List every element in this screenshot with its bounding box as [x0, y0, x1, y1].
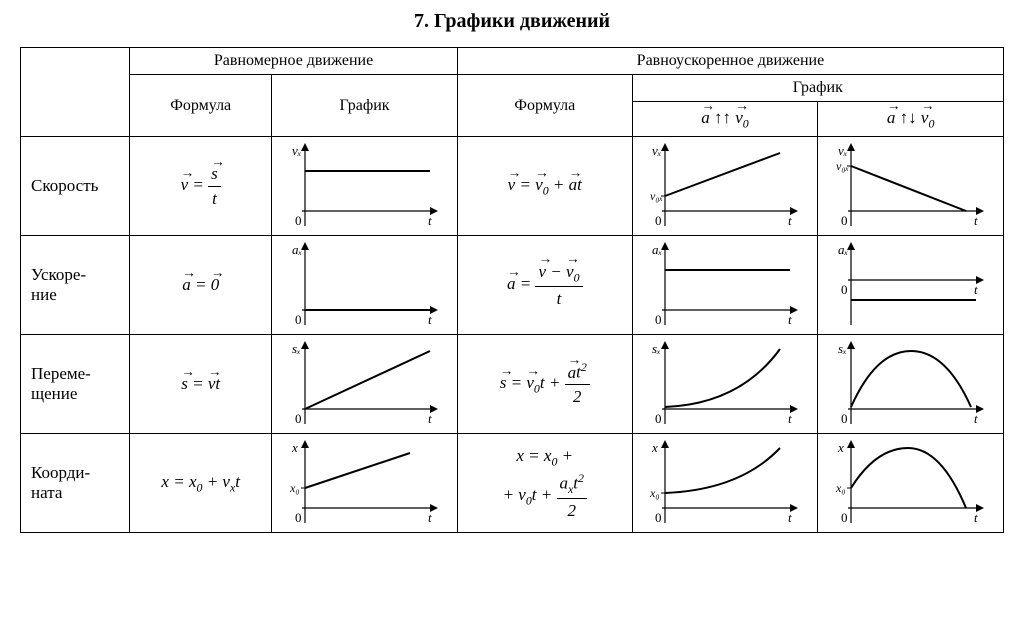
svg-text:0: 0: [655, 510, 662, 525]
row-coord: Коорди-ната: [21, 434, 130, 533]
svg-text:0: 0: [841, 411, 848, 426]
svg-text:t: t: [428, 213, 432, 228]
formula-a-accel: a = v − v0t: [457, 236, 632, 335]
formula-x-uniform: x = x0 + vxt: [130, 434, 272, 533]
header-formula-2: Формула: [457, 75, 632, 137]
svg-text:0: 0: [295, 510, 302, 525]
svg-text:x₀: x₀: [650, 486, 660, 500]
graph-x-anti: x t 0 x₀: [818, 434, 1004, 533]
row-velocity: Скорость: [21, 137, 130, 236]
header-uniform: Равномерное движение: [130, 48, 458, 75]
svg-text:0: 0: [841, 282, 848, 297]
svg-text:0: 0: [295, 213, 302, 228]
graph-s-par: sₓ t 0: [632, 335, 818, 434]
svg-text:t: t: [428, 411, 432, 426]
formula-x-accel: x = x0 ++ v0t + axt22: [457, 434, 632, 533]
header-accel: Равноускоренное движение: [457, 48, 1003, 75]
svg-text:x₀: x₀: [290, 481, 300, 495]
graph-x-par: x t 0 x₀: [632, 434, 818, 533]
svg-text:t: t: [428, 510, 432, 525]
page-title: 7. Графики движений: [20, 10, 1004, 33]
svg-text:x: x: [651, 440, 658, 455]
header-a-par-v0: a ↑↑ v0: [632, 102, 818, 137]
svg-text:t: t: [788, 213, 792, 228]
svg-text:vₓ: vₓ: [838, 143, 848, 158]
svg-text:t: t: [788, 312, 792, 327]
graph-a-uniform: aₓ t 0: [272, 236, 458, 335]
svg-text:0: 0: [295, 312, 302, 327]
svg-text:sₓ: sₓ: [292, 341, 301, 356]
svg-text:x: x: [837, 440, 844, 455]
svg-text:sₓ: sₓ: [652, 341, 661, 356]
formula-s-accel: s = v0t + at22: [457, 335, 632, 434]
row-accel: Ускоре-ние: [21, 236, 130, 335]
motion-table: Равномерное движение Равноускоренное дви…: [20, 47, 1004, 533]
svg-text:vₓ: vₓ: [292, 143, 302, 158]
graph-s-anti: sₓ t 0: [818, 335, 1004, 434]
graph-x-uniform: x t 0 x₀: [272, 434, 458, 533]
svg-text:t: t: [974, 282, 978, 297]
svg-text:x: x: [291, 440, 298, 455]
svg-text:t: t: [428, 312, 432, 327]
svg-text:0: 0: [841, 510, 848, 525]
svg-text:x₀: x₀: [836, 481, 846, 495]
graph-v-anti: vₓ t 0 v₀ₓ: [818, 137, 1004, 236]
svg-text:aₓ: aₓ: [838, 242, 849, 257]
formula-s-uniform: s = vt: [130, 335, 272, 434]
svg-text:v₀ₓ: v₀ₓ: [650, 189, 663, 203]
svg-text:v₀ₓ: v₀ₓ: [836, 159, 849, 173]
svg-text:t: t: [788, 510, 792, 525]
header-formula-1: Формула: [130, 75, 272, 137]
graph-s-uniform: sₓ t 0: [272, 335, 458, 434]
formula-v-uniform: v = st: [130, 137, 272, 236]
graph-v-uniform: vₓ t 0: [272, 137, 458, 236]
graph-v-par: vₓ t 0 v₀ₓ: [632, 137, 818, 236]
header-graph-1: График: [272, 75, 458, 137]
svg-text:0: 0: [655, 411, 662, 426]
header-a-anti-v0: a ↑↓ v0: [818, 102, 1004, 137]
svg-text:t: t: [974, 411, 978, 426]
svg-text:0: 0: [295, 411, 302, 426]
svg-text:aₓ: aₓ: [652, 242, 663, 257]
svg-text:vₓ: vₓ: [652, 143, 662, 158]
svg-text:t: t: [974, 510, 978, 525]
svg-text:t: t: [788, 411, 792, 426]
svg-text:sₓ: sₓ: [838, 341, 847, 356]
row-disp: Переме-щение: [21, 335, 130, 434]
graph-a-par: aₓ t 0: [632, 236, 818, 335]
svg-text:aₓ: aₓ: [292, 242, 303, 257]
svg-text:0: 0: [655, 312, 662, 327]
svg-text:0: 0: [841, 213, 848, 228]
svg-text:t: t: [974, 213, 978, 228]
header-graph-2: График: [632, 75, 1003, 102]
graph-a-anti: aₓ t 0: [818, 236, 1004, 335]
svg-text:0: 0: [655, 213, 662, 228]
formula-v-accel: v = v0 + at: [457, 137, 632, 236]
formula-a-uniform: a = 0: [130, 236, 272, 335]
